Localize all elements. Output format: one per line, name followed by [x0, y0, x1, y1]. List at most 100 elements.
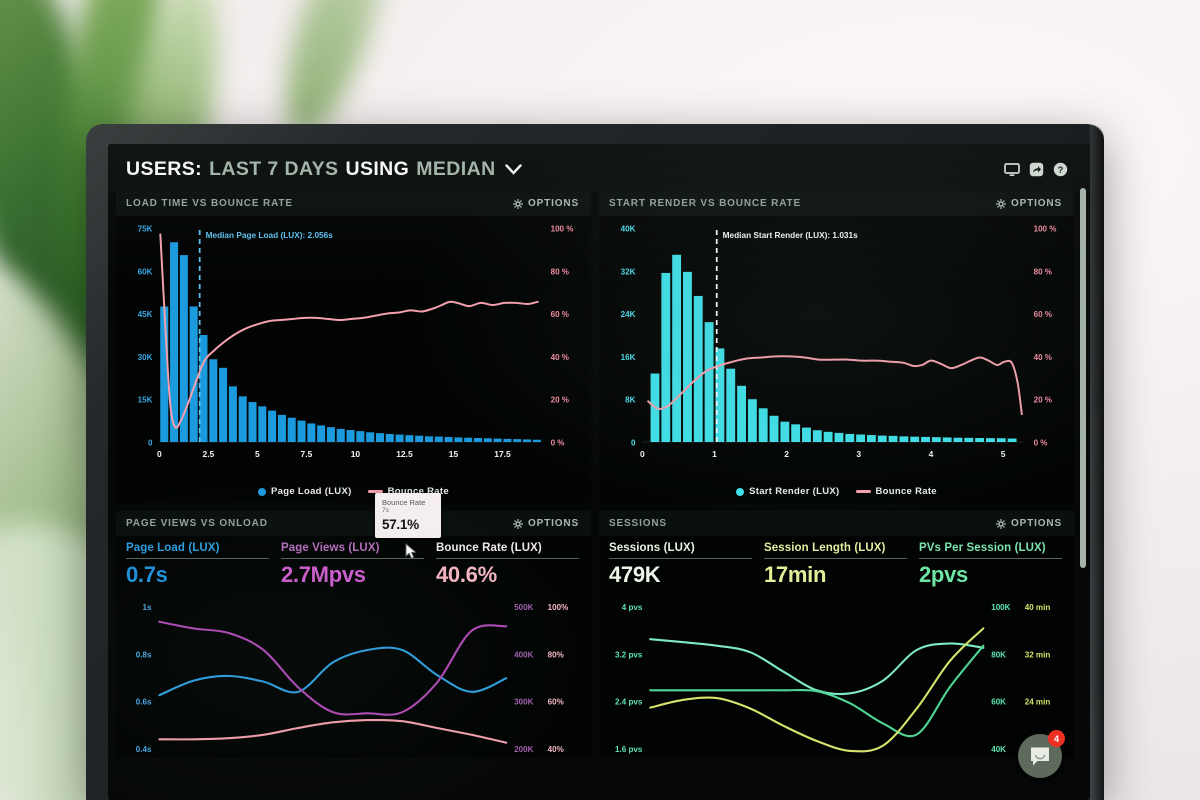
svg-text:12.5: 12.5	[396, 449, 413, 459]
title-users: USERS:	[126, 158, 203, 180]
metric-value: 2pvs	[919, 562, 968, 587]
svg-text:0 %: 0 %	[1034, 438, 1049, 447]
svg-text:15: 15	[449, 449, 459, 459]
help-icon[interactable]: ?	[1053, 162, 1068, 177]
svg-text:300K: 300K	[514, 698, 533, 707]
legend-item[interactable]: Page Load (LUX)	[258, 486, 352, 497]
title-using: USING	[345, 158, 410, 180]
svg-text:0.6s: 0.6s	[136, 698, 152, 707]
metric-pvs-per-session[interactable]: PVs Per Session (LUX) 2pvs	[919, 542, 1062, 588]
legend-item[interactable]: Start Render (LUX)	[736, 486, 839, 497]
metric-rule	[764, 558, 907, 559]
options-label: OPTIONS	[1011, 198, 1062, 209]
options-label: OPTIONS	[1011, 518, 1062, 529]
legend-item[interactable]: Bounce Rate	[367, 486, 449, 497]
legend-label: Bounce Rate	[875, 486, 937, 497]
metric-rule	[281, 558, 424, 559]
svg-text:100 %: 100 %	[551, 224, 575, 233]
svg-text:0: 0	[157, 449, 162, 459]
panel-load-time-vs-bounce-rate: LOAD TIME VS BOUNCE RATE OPTIONS 0 15K 30K…	[116, 191, 591, 559]
svg-text:?: ?	[1058, 164, 1064, 175]
tooltip-value: 57.1%	[382, 516, 419, 532]
metric-sessions[interactable]: Sessions (LUX) 479K	[609, 542, 752, 588]
svg-text:24 min: 24 min	[1025, 698, 1051, 707]
laptop-device: USERS: LAST 7 DAYS USING MEDIAN ? LOAD T	[86, 124, 1104, 800]
title-metric: MEDIAN	[416, 158, 496, 180]
svg-text:80%: 80%	[548, 650, 565, 659]
metric-row: Page Load (LUX) 0.7s Page Views (LUX) 2.…	[116, 536, 591, 588]
metric-page-views[interactable]: Page Views (LUX) 2.7Mpvs	[281, 542, 424, 588]
legend-marker-dot	[258, 487, 267, 496]
svg-text:60%: 60%	[548, 698, 565, 707]
metric-row: Sessions (LUX) 479K Session Length (LUX)…	[599, 536, 1074, 588]
chat-badge: 4	[1048, 730, 1065, 747]
svg-text:2: 2	[784, 449, 789, 459]
svg-text:0 %: 0 %	[551, 438, 566, 447]
options-button[interactable]: OPTIONS	[996, 198, 1062, 209]
chevron-down-icon[interactable]	[504, 160, 522, 180]
svg-text:4: 4	[929, 449, 934, 459]
svg-text:24K: 24K	[621, 310, 636, 319]
svg-text:Median Page Load (LUX): 2.056s: Median Page Load (LUX): 2.056s	[206, 230, 334, 240]
metric-value: 2.7Mpvs	[281, 562, 366, 587]
svg-text:100 %: 100 %	[1034, 224, 1058, 233]
options-button[interactable]: OPTIONS	[513, 518, 579, 529]
vertical-scrollbar[interactable]	[1080, 188, 1086, 568]
metric-bounce-rate[interactable]: Bounce Rate (LUX) 40.6%	[436, 542, 579, 588]
metric-label: Sessions (LUX)	[609, 542, 695, 554]
metric-value: 40.6%	[436, 562, 497, 587]
legend-item[interactable]: Bounce Rate	[855, 486, 937, 497]
metric-page-load[interactable]: Page Load (LUX) 0.7s	[126, 542, 269, 588]
svg-text:0.8s: 0.8s	[136, 650, 152, 659]
svg-text:40K: 40K	[621, 224, 636, 233]
metric-session-length[interactable]: Session Length (LUX) 17min	[764, 542, 907, 588]
svg-text:0: 0	[631, 438, 636, 447]
metric-label: Page Load (LUX)	[126, 542, 220, 554]
svg-text:60K: 60K	[138, 267, 153, 276]
share-icon[interactable]	[1029, 162, 1044, 177]
title-range: LAST 7 DAYS	[209, 158, 339, 180]
svg-text:0.4s: 0.4s	[136, 745, 152, 754]
metric-rule	[609, 558, 752, 559]
metric-label: Page Views (LUX)	[281, 542, 380, 554]
svg-text:3: 3	[856, 449, 861, 459]
legend-marker-dot	[736, 487, 745, 496]
panel-header: SESSIONS OPTIONS	[599, 511, 1074, 536]
svg-text:15K: 15K	[138, 396, 153, 405]
svg-text:75K: 75K	[138, 224, 153, 233]
svg-text:2.4 pvs: 2.4 pvs	[615, 698, 643, 707]
dashboard-grid: LOAD TIME VS BOUNCE RATE OPTIONS 0 15K 30K…	[108, 191, 1090, 758]
chart-start-render[interactable]: 0 8K 16K 24K 32K 40K 0 % 20 % 40 % 60 % 80 % 100 % 0…	[599, 216, 1074, 486]
svg-text:1: 1	[712, 449, 717, 459]
chart-legend: Start Render (LUX) Bounce Rate	[599, 486, 1074, 503]
options-button[interactable]: OPTIONS	[513, 198, 579, 209]
tooltip-title: Bounce Rate	[382, 498, 426, 507]
svg-text:40K: 40K	[991, 745, 1006, 754]
legend-marker-line	[855, 490, 871, 493]
page-title[interactable]: USERS: LAST 7 DAYS USING MEDIAN	[126, 158, 522, 181]
svg-text:60 %: 60 %	[1034, 310, 1053, 319]
gear-icon	[513, 518, 524, 529]
svg-text:100K: 100K	[991, 603, 1010, 612]
mouse-cursor-icon	[405, 543, 418, 560]
panel-page-views-vs-onload: PAGE VIEWS VS ONLOAD OPTIONS Page Load (…	[116, 511, 591, 758]
panel-header: START RENDER VS BOUNCE RATE OPTIONS	[599, 191, 1074, 216]
chart-load-time[interactable]: 0 15K 30K 45K 60K 75K 0 % 20 % 40 % 60 % 80 % 100 %…	[116, 216, 591, 559]
svg-text:4 pvs: 4 pvs	[622, 603, 643, 612]
legend-marker-line	[367, 490, 383, 493]
gear-icon	[996, 198, 1007, 209]
svg-text:30K: 30K	[138, 353, 153, 362]
metric-rule	[436, 558, 579, 559]
chart-page-views-spark[interactable]: 1s 0.8s 0.6s 0.4s 500K 400K 300K 200K 100% 80% 60%…	[116, 588, 591, 758]
legend-label: Start Render (LUX)	[749, 486, 840, 497]
options-button[interactable]: OPTIONS	[996, 518, 1062, 529]
svg-text:8K: 8K	[625, 396, 635, 405]
panel-title: LOAD TIME VS BOUNCE RATE	[126, 198, 293, 209]
monitor-icon[interactable]	[1004, 162, 1020, 177]
app-header: USERS: LAST 7 DAYS USING MEDIAN ?	[108, 144, 1090, 191]
svg-text:40 min: 40 min	[1025, 603, 1051, 612]
chart-sessions-spark[interactable]: 4 pvs 3.2 pvs 2.4 pvs 1.6 pvs 100K 80K 60K 40K 4…	[599, 588, 1074, 758]
svg-text:20 %: 20 %	[1034, 396, 1053, 405]
panel-title: PAGE VIEWS VS ONLOAD	[126, 518, 268, 529]
chat-widget-button[interactable]: 4	[1018, 730, 1065, 778]
